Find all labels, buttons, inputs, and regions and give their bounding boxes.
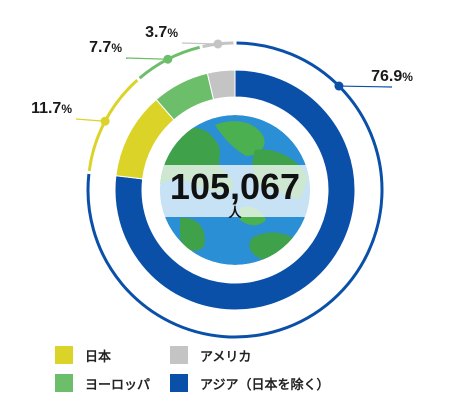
callout-line bbox=[125, 57, 168, 60]
legend-label: 日本 bbox=[85, 349, 112, 365]
globe-icon bbox=[160, 115, 310, 265]
legend-item-europe: ヨーロッパ bbox=[55, 372, 150, 394]
legend-item-japan: 日本 bbox=[55, 344, 111, 366]
data-label: 11.7% bbox=[31, 100, 72, 117]
legend-item-america: アメリカ bbox=[170, 344, 251, 366]
donut-slice bbox=[206, 69, 236, 101]
legend-label: アジア（日本を除く） bbox=[200, 377, 330, 393]
legend-swatch bbox=[170, 346, 188, 364]
center-value: 105,067 bbox=[170, 166, 300, 207]
data-label: 76.9% bbox=[371, 68, 413, 85]
data-label: 3.7% bbox=[145, 24, 178, 41]
legend-swatch bbox=[55, 374, 73, 392]
legend-item-asia: アジア（日本を除く） bbox=[170, 372, 329, 394]
legend-swatch bbox=[55, 346, 73, 364]
legend: 日本 アメリカ ヨーロッパ アジア（日本を除く） bbox=[0, 340, 470, 419]
legend-label: アメリカ bbox=[200, 349, 252, 365]
center-unit: 人 bbox=[228, 205, 242, 221]
callout-line bbox=[75, 118, 106, 122]
legend-label: ヨーロッパ bbox=[85, 377, 151, 393]
callout-dot bbox=[163, 54, 173, 64]
callout-line bbox=[181, 42, 218, 45]
legend-swatch bbox=[170, 374, 188, 392]
callout-dot bbox=[100, 116, 110, 126]
donut-segments bbox=[114, 69, 356, 311]
callout-dot bbox=[334, 81, 344, 91]
callout-line bbox=[338, 85, 393, 88]
data-label: 7.7% bbox=[89, 39, 122, 56]
callouts: 76.9% 11.7% 7.7% 3.7% bbox=[31, 24, 413, 126]
donut-chart: 105,067 人 76.9% 11.7% 7.7% 3.7% bbox=[31, 24, 413, 339]
callout-dot bbox=[213, 39, 223, 49]
donut-slice bbox=[114, 69, 356, 311]
